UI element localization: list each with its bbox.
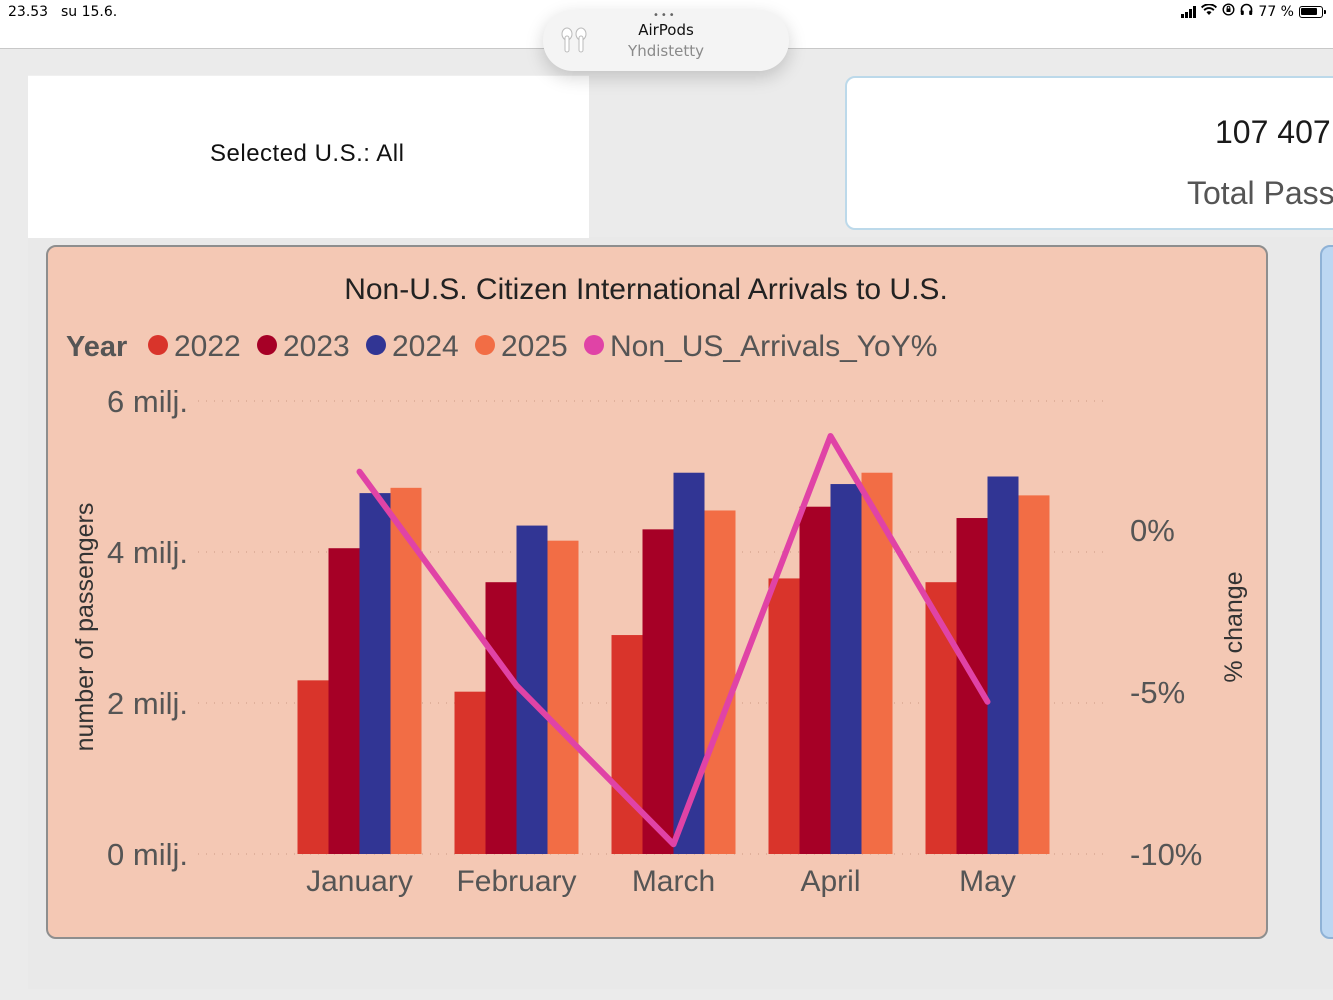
y-tick-label: 2 milj. — [107, 686, 188, 721]
x-tick-label: January — [306, 865, 413, 898]
airpods-status: Yhdistetty — [628, 42, 704, 60]
y-tick-label: 0 milj. — [107, 837, 188, 872]
bar-2024-january — [359, 493, 391, 854]
bar-2022-april — [768, 578, 800, 854]
orientation-lock-icon — [1222, 3, 1235, 20]
chart-title: Non-U.S. Citizen International Arrivals … — [344, 273, 948, 306]
legend-label-1: 2023 — [283, 330, 350, 363]
bar-2022-january — [297, 680, 329, 854]
wifi-icon — [1201, 2, 1218, 20]
y-tick-label: 6 milj. — [107, 384, 188, 419]
bar-2024-may — [987, 476, 1019, 854]
legend-label-3: 2025 — [501, 330, 568, 363]
x-tick-label: February — [456, 865, 576, 898]
bar-2025-march — [704, 510, 736, 854]
headphones-icon — [1240, 3, 1253, 20]
legend-marker-4 — [584, 335, 604, 355]
legend-label-4: Non_US_Arrivals_YoY% — [610, 330, 937, 363]
bar-2024-april — [830, 484, 862, 854]
x-tick-label: March — [632, 865, 715, 898]
kpi-value: 107 407 — [1215, 114, 1331, 150]
selection-card: Selected U.S.: All — [28, 75, 589, 238]
arrivals-chart-card[interactable]: Non-U.S. Citizen International Arrivals … — [46, 245, 1268, 939]
bar-series — [297, 472, 1050, 854]
y-tick-label: 4 milj. — [107, 535, 188, 570]
battery-percent: 77 % — [1258, 3, 1294, 20]
legend-marker-3 — [475, 335, 495, 355]
status-indicators: 77 % — [1181, 2, 1326, 20]
y2-axis-label: % change — [1220, 571, 1248, 682]
bar-2025-may — [1018, 495, 1050, 854]
airpods-title: AirPods — [638, 21, 694, 39]
selected-us-label: Selected U.S.: All — [210, 140, 405, 167]
legend-title: Year — [66, 331, 127, 363]
bar-2023-april — [799, 506, 831, 854]
x-tick-label: April — [800, 865, 860, 898]
y2-tick-label: -10% — [1130, 837, 1202, 872]
y2-tick-label: 0% — [1130, 513, 1175, 548]
legend-label-0: 2022 — [174, 330, 241, 363]
y2-axis-ticks: -10% -5% 0% — [1130, 513, 1202, 872]
popup-handle: ••• — [653, 10, 677, 21]
legend-marker-1 — [257, 335, 277, 355]
legend-marker-2 — [366, 335, 386, 355]
legend-label-2: 2024 — [392, 330, 459, 363]
kpi-label: Total Passe — [1187, 175, 1333, 211]
arrivals-chart: Non-U.S. Citizen International Arrivals … — [66, 273, 1248, 898]
x-axis-ticks: January February March April May — [306, 865, 1016, 898]
battery-icon — [1299, 5, 1326, 18]
y-axis-label: number of passengers — [71, 503, 99, 752]
bar-2023-may — [956, 518, 988, 854]
bar-2023-february — [485, 582, 517, 854]
bar-2023-march — [642, 529, 674, 854]
bar-2025-january — [390, 487, 422, 854]
bar-2025-february — [547, 540, 579, 854]
airpods-connected-popup[interactable]: ••• AirPods Yhdistetty — [543, 10, 789, 71]
chart-legend: Year 2022 2023 2024 2025 Non_US_Arrivals_YoY… — [66, 330, 937, 363]
status-date: su 15.6. — [61, 4, 118, 20]
bar-2023-january — [328, 548, 360, 854]
legend-marker-0 — [148, 335, 168, 355]
status-time: 23.53 — [8, 4, 49, 20]
airpods-icon — [557, 26, 591, 56]
yoy-line-series — [356, 433, 991, 848]
x-tick-label: May — [959, 865, 1016, 898]
bar-2022-february — [454, 691, 486, 854]
bar-2024-march — [673, 472, 705, 854]
kpi-card[interactable]: 107 407 Total Passe — [845, 76, 1333, 230]
cellular-signal-icon — [1181, 5, 1197, 18]
y2-tick-label: -5% — [1130, 675, 1185, 710]
bar-2022-march — [611, 635, 643, 854]
adjacent-visual-card[interactable] — [1320, 245, 1333, 939]
y-axis-ticks: 0 milj. 2 milj. 4 milj. 6 milj. — [107, 384, 188, 872]
